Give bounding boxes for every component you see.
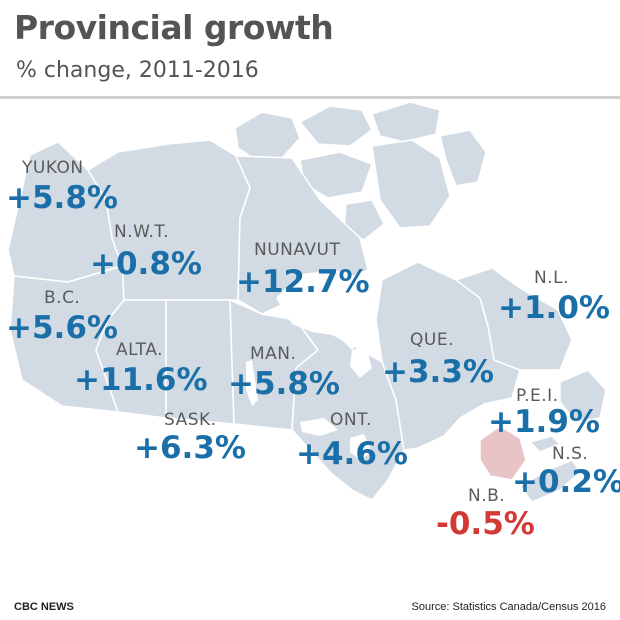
region-label-ont: ONT. [330,410,372,430]
region-nb [479,425,527,481]
region-value-ont: +4.6% [296,436,408,472]
region-label-yukon: YUKON [22,158,84,178]
region-value-nunavut: +12.7% [236,264,370,300]
region-label-sask: SASK. [164,410,217,430]
arctic-island [371,139,451,229]
canada-map [7,101,607,503]
arctic-island [439,129,487,187]
region-value-man: +5.8% [228,366,340,402]
region-value-alta: +11.6% [74,362,208,398]
region-value-que: +3.3% [382,354,494,390]
page-subtitle: % change, 2011-2016 [16,58,259,83]
arctic-island [371,101,441,143]
region-pei [529,435,561,453]
region-label-pei: P.E.I. [516,386,559,406]
region-value-sask: +6.3% [134,430,246,466]
region-value-bc: +5.6% [6,310,118,346]
region-label-alta: ALTA. [116,340,164,360]
region-label-man: MAN. [250,344,297,364]
arctic-island [234,111,301,161]
region-label-nb: N.B. [468,486,506,506]
arctic-island [299,105,373,147]
credit-label: CBC NEWS [14,601,74,613]
region-value-nl: +1.0% [498,290,610,326]
region-value-ns: +0.2% [512,464,620,500]
region-value-yukon: +5.8% [6,180,118,216]
region-ns [519,459,581,503]
region-nl-island [559,369,607,423]
header-divider [0,96,620,99]
lake-winnipeg [246,360,258,406]
source-label: Source: Statistics Canada/Census 2016 [411,601,606,613]
great-lake-huron [350,434,372,460]
region-label-bc: B.C. [44,288,81,308]
region-label-nwt: N.W.T. [114,222,170,242]
region-value-nb: -0.5% [436,506,535,542]
region-nl-labrador [455,267,573,371]
james-bay [350,346,372,378]
region-label-nunavut: NUNAVUT [254,240,341,260]
region-value-pei: +1.9% [488,404,600,440]
great-lake-superior [300,418,338,436]
region-label-que: QUE. [410,330,454,350]
region-label-ns: N.S. [552,444,589,464]
region-label-nl: N.L. [534,268,569,288]
page-title: Provincial growth [14,8,334,47]
region-value-nwt: +0.8% [90,246,202,282]
hudson-bay [276,270,378,350]
